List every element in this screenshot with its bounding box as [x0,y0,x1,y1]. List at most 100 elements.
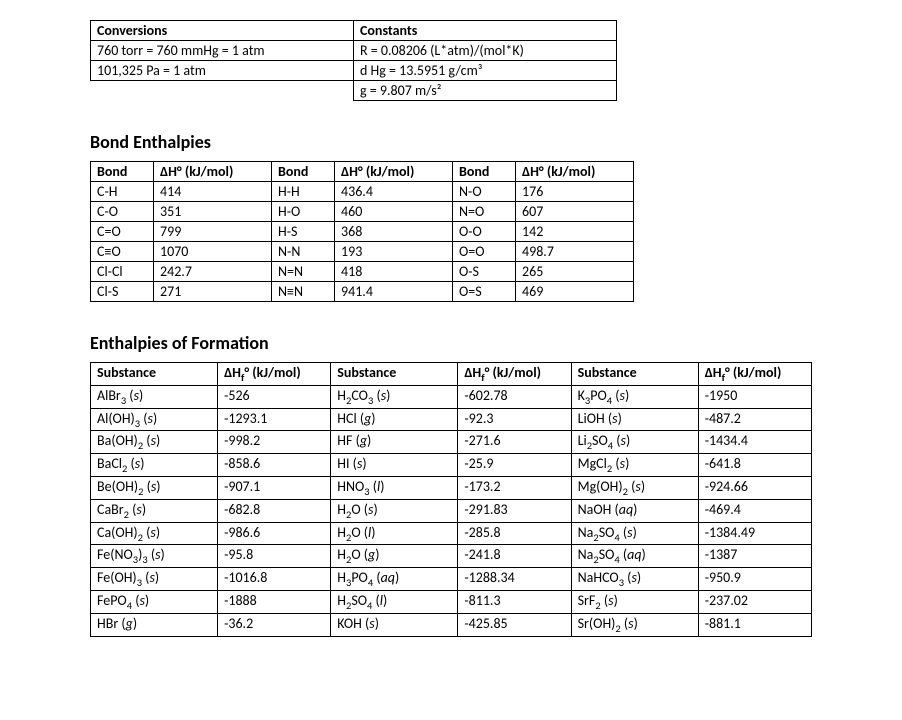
formation-value-cell: -1288.34 [458,568,571,591]
formation-row: AlBr3 (s)-526H2CO3 (s)-602.78K3PO4 (s)-1… [91,385,812,408]
formation-header: ΔHf° (kJ/mol) [218,363,331,386]
formation-value-cell: -25.9 [458,454,571,477]
substance-cell: HF (g) [331,431,458,454]
formation-value-cell: -1016.8 [218,568,331,591]
bond-enthalpies-title: Bond Enthalpies [90,131,812,153]
bond-row: C=O799H-S368O-O142 [91,222,634,242]
formation-value-cell: -1387 [698,545,811,568]
formation-value-cell: -291.83 [458,499,571,522]
formation-value-cell: -602.78 [458,385,571,408]
constants-row: d Hg = 13.5951 g/cm³ [354,61,617,81]
formation-header: Substance [571,363,698,386]
bond-value-cell: 242.7 [154,262,272,282]
formation-value-cell: -1888 [218,590,331,613]
bond-value-cell: 265 [516,262,634,282]
conversions-row: 760 torr = 760 mmHg = 1 atm [91,41,354,61]
substance-cell: HCl (g) [331,408,458,431]
substance-cell: NaOH (aq) [571,499,698,522]
bond-cell: N=O [453,202,516,222]
substance-cell: K3PO4 (s) [571,385,698,408]
bond-cell: H-S [272,222,335,242]
substance-cell: H2CO3 (s) [331,385,458,408]
formation-value-cell: -36.2 [218,613,331,636]
formation-value-cell: -950.9 [698,568,811,591]
formation-header: ΔHf° (kJ/mol) [458,363,571,386]
substance-cell: HBr (g) [91,613,218,636]
bond-value-cell: 799 [154,222,272,242]
bond-value-cell: 271 [154,282,272,302]
substance-cell: Fe(OH)3 (s) [91,568,218,591]
bond-value-cell: 414 [154,182,272,202]
formation-row: Al(OH)3 (s)-1293.1HCl (g)-92.3LiOH (s)-4… [91,408,812,431]
substance-cell: H3PO4 (aq) [331,568,458,591]
substance-cell: HNO3 (l) [331,476,458,499]
bond-value-cell: 193 [335,242,453,262]
substance-cell: HI (s) [331,454,458,477]
substance-cell: SrF2 (s) [571,590,698,613]
constants-header: Constants [354,21,617,41]
substance-cell: Ba(OH)2 (s) [91,431,218,454]
bond-cell: H-O [272,202,335,222]
bond-header: ΔH° (kJ/mol) [335,162,453,182]
bond-cell: C-O [91,202,154,222]
bond-value-cell: 941.4 [335,282,453,302]
substance-cell: Na2SO4 (aq) [571,545,698,568]
formation-row: Be(OH)2 (s)-907.1HNO3 (l)-173.2Mg(OH)2 (… [91,476,812,499]
conversions-row-empty [91,81,354,101]
substance-cell: H2O (g) [331,545,458,568]
formation-header: Substance [331,363,458,386]
bond-row: Cl-S271N≡N941.4O=S469 [91,282,634,302]
formation-row: Fe(OH)3 (s)-1016.8H3PO4 (aq)-1288.34NaHC… [91,568,812,591]
substance-cell: H2O (s) [331,499,458,522]
formation-row: HBr (g)-36.2KOH (s)-425.85Sr(OH)2 (s)-88… [91,613,812,636]
formation-value-cell: -1950 [698,385,811,408]
formation-value-cell: -924.66 [698,476,811,499]
formation-value-cell: -241.8 [458,545,571,568]
formation-value-cell: -285.8 [458,522,571,545]
bond-value-cell: 418 [335,262,453,282]
enthalpies-formation-table: Substance ΔHf° (kJ/mol) Substance ΔHf° (… [90,362,812,637]
bond-value-cell: 351 [154,202,272,222]
formation-value-cell: -469.4 [698,499,811,522]
formation-value-cell: -641.8 [698,454,811,477]
bond-row: C-O351H-O460N=O607 [91,202,634,222]
conversions-header: Conversions [91,21,354,41]
bond-cell: C≡O [91,242,154,262]
constants-row: g = 9.807 m/s² [354,81,617,101]
conversions-constants-table: Conversions Constants 760 torr = 760 mmH… [90,20,617,101]
formation-value-cell: -881.1 [698,613,811,636]
substance-cell: Al(OH)3 (s) [91,408,218,431]
bond-value-cell: 469 [516,282,634,302]
conversions-row: 101,325 Pa = 1 atm [91,61,354,81]
bond-cell: N=N [272,262,335,282]
bond-value-cell: 368 [335,222,453,242]
bond-value-cell: 607 [516,202,634,222]
bond-cell: C=O [91,222,154,242]
bond-header-row: Bond ΔH° (kJ/mol) Bond ΔH° (kJ/mol) Bond… [91,162,634,182]
substance-cell: Ca(OH)2 (s) [91,522,218,545]
bond-value-cell: 460 [335,202,453,222]
substance-cell: Fe(NO3)3 (s) [91,545,218,568]
bond-cell: H-H [272,182,335,202]
formation-row: FePO4 (s)-1888H2SO4 (l)-811.3SrF2 (s)-23… [91,590,812,613]
formation-value-cell: -986.6 [218,522,331,545]
formation-value-cell: -907.1 [218,476,331,499]
bond-cell: O=O [453,242,516,262]
formation-value-cell: -998.2 [218,431,331,454]
bond-enthalpies-table: Bond ΔH° (kJ/mol) Bond ΔH° (kJ/mol) Bond… [90,161,634,302]
formation-header: ΔHf° (kJ/mol) [698,363,811,386]
bond-value-cell: 1070 [154,242,272,262]
bond-cell: N-N [272,242,335,262]
formation-value-cell: -682.8 [218,499,331,522]
bond-cell: O-S [453,262,516,282]
bond-cell: Cl-Cl [91,262,154,282]
bond-header: Bond [91,162,154,182]
bond-cell: C-H [91,182,154,202]
formation-value-cell: -811.3 [458,590,571,613]
bond-row: C-H414H-H436.4N-O176 [91,182,634,202]
bond-header: Bond [272,162,335,182]
substance-cell: MgCl2 (s) [571,454,698,477]
formation-value-cell: -526 [218,385,331,408]
substance-cell: H2O (l) [331,522,458,545]
substance-cell: Li2SO4 (s) [571,431,698,454]
